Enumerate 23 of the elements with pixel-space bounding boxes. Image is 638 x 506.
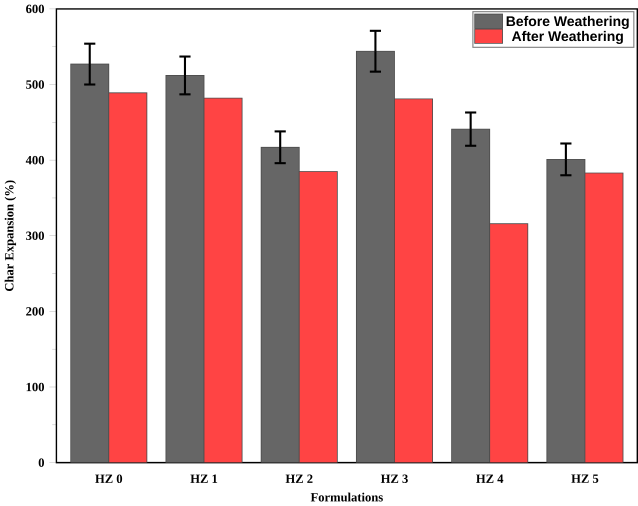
x-tick-label: HZ 0 [95,474,122,483]
x-axis-title: Formulations [310,492,383,502]
x-tick-label: HZ 3 [380,474,408,483]
bar [108,92,148,463]
bar [298,171,338,463]
y-tick-label: 100 [26,382,44,392]
y-tick-label: 300 [26,231,44,240]
x-tick-label: HZ 2 [286,474,312,483]
x-tick-label: HZ 5 [571,474,598,483]
y-tick-label: 400 [26,156,44,164]
y-tick-label: 200 [26,307,44,316]
x-tick-label: HZ 4 [476,474,504,483]
legend-label: Before Weathering [506,16,629,29]
bar [584,172,624,463]
y-tick-label: 500 [26,80,44,89]
y-axis-title: Char Expansion (%) [4,180,16,291]
bar [394,98,433,463]
bar [489,223,528,463]
legend-label: After Weathering [512,30,623,44]
bar [204,98,243,463]
y-tick-label: 0 [38,458,44,467]
x-tick-label: HZ 1 [190,474,218,483]
y-tick-label: 600 [26,4,44,14]
